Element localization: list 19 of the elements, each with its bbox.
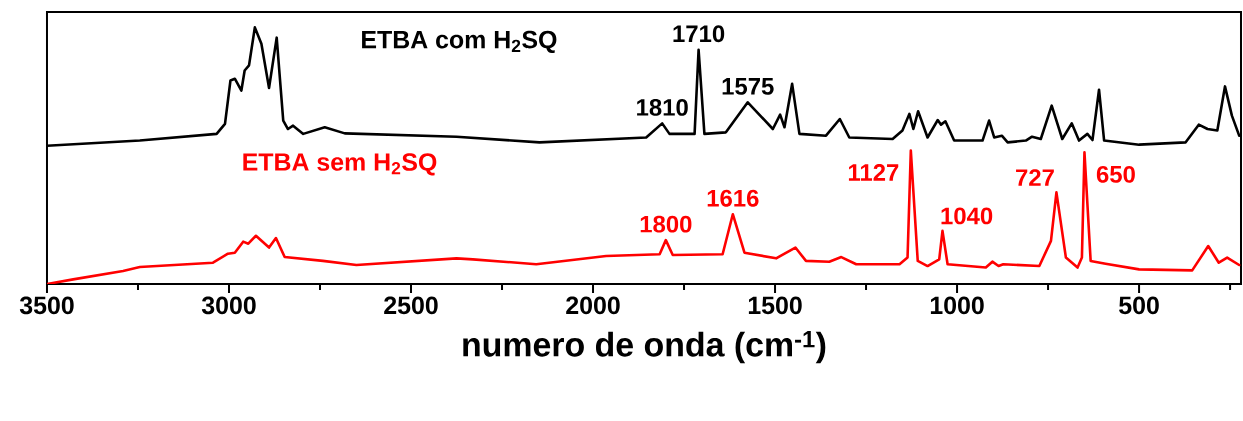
- x-tick-label: 1500: [748, 296, 802, 315]
- x-tick-label: 1000: [930, 296, 984, 315]
- x-axis-title: numero de onda (cm$^{-1}$): [463, 331, 826, 364]
- x-tick-label: 500: [1119, 296, 1159, 315]
- annotation: 650: [1096, 165, 1135, 183]
- x-tick-label: 3000: [201, 296, 256, 315]
- x-tick-label: 2000: [566, 296, 620, 315]
- annotation: 1575: [722, 78, 774, 95]
- annotation: 1040: [941, 207, 993, 225]
- annotation: 1616: [707, 189, 759, 207]
- x-tick-label: 2500: [384, 296, 438, 315]
- annotation: 1127: [848, 164, 899, 181]
- annotation: 1800: [640, 215, 692, 233]
- annotation: 727: [1016, 169, 1054, 186]
- annotation: 1710: [673, 25, 725, 43]
- x-tick-label: 3500: [19, 296, 74, 315]
- text: ETBA sem H$_{2}$SQ: [243, 153, 437, 176]
- annotation: 1810: [637, 98, 688, 116]
- text: ETBA com H$_{2}$SQ: [362, 30, 557, 54]
